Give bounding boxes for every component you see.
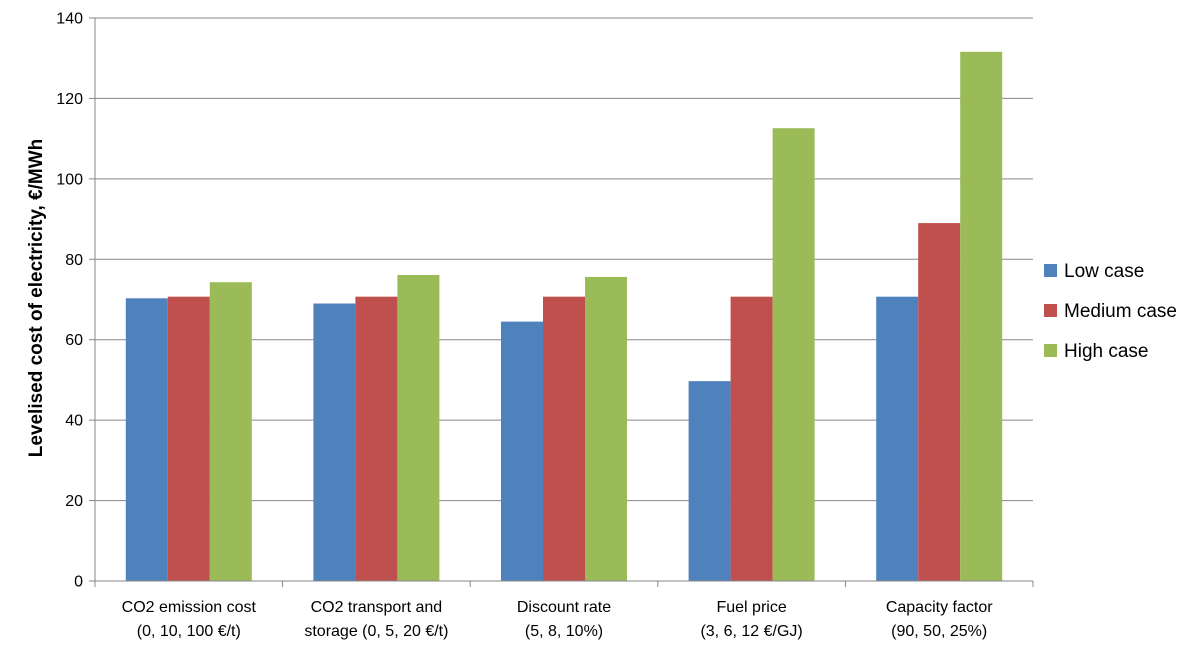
bar-high-case [397, 274, 440, 581]
legend-swatch [1044, 304, 1057, 317]
legend-label: Low case [1064, 261, 1144, 282]
y-tick-label: 80 [65, 252, 83, 269]
bar-high-case [772, 128, 815, 582]
x-category-label: CO2 emission cost (0, 10, 100 €/t) [122, 599, 257, 640]
x-category-label: Fuel price (3, 6, 12 €/GJ) [700, 599, 802, 640]
legend-item: Low case [1044, 261, 1144, 282]
bar-medium-case [730, 296, 773, 581]
y-axis-label: Levelised cost of electricity, €/MWh [26, 139, 47, 458]
legend-item: Medium case [1044, 301, 1177, 322]
bar-medium-case [543, 296, 585, 581]
axes [89, 17, 1034, 587]
legend-label: Medium case [1064, 301, 1177, 322]
bar-low-case [501, 321, 543, 581]
legend-label: High case [1064, 341, 1149, 362]
legend: Low case Medium case High case [1044, 261, 1177, 362]
bar-low-case [313, 303, 356, 581]
bar-high-case [209, 282, 252, 581]
bar-low-case [688, 381, 731, 581]
x-category-label: Capacity factor (90, 50, 25%) [886, 599, 993, 640]
legend-swatch [1044, 344, 1057, 357]
bar-medium-case [355, 296, 398, 581]
x-category-label: CO2 transport and storage (0, 5, 20 €/t) [304, 599, 448, 640]
y-tick-label: 60 [65, 332, 83, 349]
y-tick-label: 20 [65, 493, 83, 510]
x-category-labels: CO2 emission cost (0, 10, 100 €/t) CO2 tra… [122, 599, 994, 640]
y-tick-label: 120 [56, 91, 83, 108]
y-tick-label: 140 [56, 11, 83, 28]
bar-low-case [876, 296, 919, 581]
bar-medium-case [918, 223, 961, 582]
y-tick-label: 100 [56, 171, 83, 188]
legend-swatch [1044, 264, 1057, 277]
bar-high-case [960, 51, 1003, 581]
x-category-label: Discount rate (5, 8, 10%) [517, 599, 611, 640]
y-tick-label: 0 [74, 574, 83, 591]
y-tick-label: 40 [65, 413, 83, 430]
bars [125, 51, 1003, 582]
y-tick-labels: 0 20 40 60 80 100 120 140 [56, 11, 83, 591]
bar-low-case [125, 298, 168, 581]
legend-item: High case [1044, 341, 1149, 362]
bar-high-case [585, 276, 627, 581]
bar-medium-case [167, 296, 210, 581]
